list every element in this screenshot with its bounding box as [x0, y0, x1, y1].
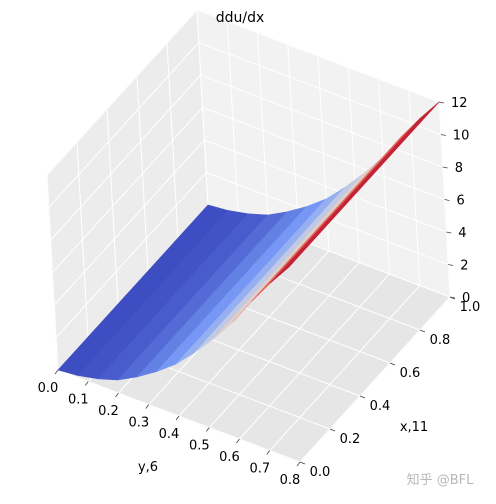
z-gridline: [55, 171, 449, 338]
x-tick-label: 0.4: [159, 427, 180, 442]
x-tick-mark: [266, 450, 271, 455]
z-tick-label: 0: [462, 291, 470, 306]
x-tick-mark: [54, 369, 59, 375]
z-tick-mark: [444, 199, 450, 201]
z-gridline: [46, 9, 440, 176]
y-tick-mark: [329, 428, 336, 432]
x-tick-label: 0.1: [68, 393, 89, 408]
y-tick-mark: [419, 329, 426, 333]
z-gridline: [53, 139, 447, 306]
z-gridline: [52, 106, 445, 273]
y-tick-mark: [299, 461, 306, 465]
y-tick-label: 0.6: [400, 366, 421, 381]
z-tick-mark: [446, 231, 452, 234]
z-tick-label: 8: [455, 161, 463, 176]
x-tick-mark: [115, 392, 119, 398]
x-tick-label: 0.7: [249, 462, 270, 477]
y-tick-label: 0.2: [340, 432, 361, 447]
x-tick-label: 0.3: [128, 416, 149, 431]
x-tick-label: 0.2: [98, 404, 119, 419]
x-tick-mark: [236, 438, 240, 444]
x-tick-mark: [145, 404, 150, 409]
z-gridline: [50, 74, 443, 241]
x-tick-label: 0.6: [219, 450, 240, 465]
x-tick-mark: [84, 381, 89, 386]
x-tick-mark: [205, 427, 210, 432]
z-tick-label: 4: [458, 226, 466, 241]
surface-plot: [57, 101, 440, 381]
y-tick-label: 1.0: [460, 300, 481, 315]
x-tick-label: 0.5: [189, 439, 210, 454]
x-tick-label: 0.8: [280, 473, 301, 488]
z-tick-label: 12: [451, 96, 468, 111]
chart-title: ddu/dx: [216, 10, 265, 26]
y-tick-mark: [359, 395, 366, 399]
z-gridline: [48, 41, 441, 208]
y-tick-label: 0.0: [310, 465, 331, 480]
z-tick-mark: [442, 166, 448, 169]
x-tick-mark: [175, 415, 180, 421]
x-axis-label: y,6: [138, 460, 158, 475]
watermark-text: 知乎 @BFL: [407, 472, 475, 488]
z-tick-mark: [448, 264, 454, 266]
x-tick-label: 0.0: [38, 381, 59, 396]
z-tick-label: 6: [457, 194, 465, 209]
y-tick-mark: [389, 362, 396, 366]
z-tick-label: 10: [453, 129, 470, 144]
y-axis-label: x,11: [400, 420, 428, 435]
z-tick-mark: [438, 101, 445, 104]
z-tick-mark: [449, 296, 456, 299]
z-tick-mark: [440, 134, 446, 136]
z-tick-label: 2: [460, 259, 468, 274]
axis-ticks: 0.0 0.1 0.2 0.3 0.4 0.5 0.6 0.7 0.8 0.0 0.2 0.4 0.6 0…: [38, 96, 481, 488]
x-tick-mark: [296, 461, 301, 467]
y-tick-label: 0.4: [370, 399, 391, 414]
y-tick-label: 0.8: [430, 333, 451, 348]
